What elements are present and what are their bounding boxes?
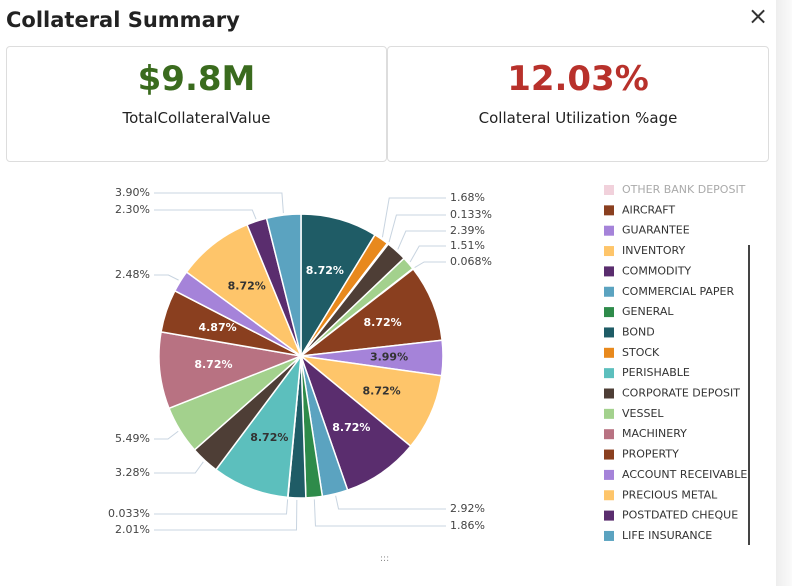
- leader-line: [335, 495, 446, 510]
- leader-line: [381, 197, 446, 238]
- legend-swatch: [604, 490, 614, 501]
- legend-label: INVENTORY: [622, 244, 685, 257]
- leader-line: [154, 461, 204, 474]
- data-label: 8.72%: [364, 316, 402, 329]
- leader-line: [154, 499, 289, 515]
- legend-label: STOCK: [622, 346, 660, 359]
- kpi-card: 12.03% Collateral Utilization %age: [387, 46, 769, 162]
- legend-label: PRECIOUS METAL: [622, 488, 718, 501]
- data-label: 0.068%: [450, 255, 492, 268]
- legend-label: MACHINERY: [622, 427, 687, 440]
- legend-swatch: [604, 510, 614, 521]
- legend-label: COMMERCIAL PAPER: [622, 285, 734, 298]
- legend-swatch: [604, 246, 614, 257]
- data-label: 8.72%: [332, 421, 370, 434]
- legend-swatch: [604, 266, 614, 277]
- kpi-card: $9.8M TotalCollateralValue: [6, 46, 387, 162]
- legend-swatch: [604, 408, 614, 419]
- kpi-value: 12.03%: [507, 59, 649, 99]
- kpi-label: TotalCollateralValue: [122, 109, 271, 127]
- data-label: 8.72%: [306, 264, 344, 277]
- legend-swatch: [604, 449, 614, 460]
- legend-swatch: [604, 429, 614, 440]
- data-label: 8.72%: [194, 358, 232, 371]
- leader-line: [313, 499, 446, 527]
- data-label: 2.30%: [115, 203, 150, 216]
- legend-label: VESSEL: [622, 407, 664, 420]
- leader-line: [154, 430, 179, 440]
- leader-line: [388, 214, 446, 243]
- legend-swatch: [604, 530, 614, 541]
- leader-line: [414, 261, 446, 268]
- data-label: 2.92%: [450, 502, 485, 515]
- legend-swatch: [604, 225, 614, 236]
- legend-swatch: [604, 347, 614, 358]
- legend-swatch: [604, 368, 614, 379]
- data-label: 5.49%: [115, 432, 150, 445]
- chart: 8.72% 1.68% 0.133% 2.39% 1.51% 0.068% 8.72% 3.9…: [108, 183, 750, 545]
- legend-label: ACCOUNT RECEIVABLE: [622, 468, 747, 481]
- leader-line: [154, 499, 298, 531]
- data-label: 1.86%: [450, 519, 485, 532]
- kpi-value: $9.8M: [137, 59, 256, 99]
- legend-swatch: [604, 388, 614, 399]
- legend-swatch: [604, 469, 614, 480]
- data-label: 3.28%: [115, 466, 150, 479]
- leader-line: [397, 230, 446, 250]
- kpi-label: Collateral Utilization %age: [478, 109, 678, 127]
- leader-line: [154, 192, 284, 214]
- data-label: 3.90%: [115, 186, 150, 199]
- data-label: 8.72%: [228, 280, 266, 293]
- leader-line: [409, 245, 446, 263]
- data-label: 8.72%: [250, 431, 288, 444]
- legend-swatch: [604, 327, 614, 338]
- legend-swatch: [604, 205, 614, 216]
- resize-handle[interactable]: :::: [380, 554, 390, 564]
- data-label: 8.72%: [363, 384, 401, 397]
- legend-swatch: [604, 185, 614, 195]
- legend-label: PROPERTY: [622, 448, 679, 461]
- leader-line: [154, 209, 257, 220]
- data-label: 1.51%: [450, 239, 485, 252]
- leader-line: [154, 274, 179, 281]
- legend-swatch: [604, 307, 614, 318]
- legend-label: POSTDATED CHEQUE: [622, 509, 738, 522]
- data-label: 0.133%: [450, 208, 492, 221]
- pie-slice: [265, 213, 302, 357]
- data-label: 3.99%: [370, 350, 408, 363]
- data-label: 0.033%: [108, 507, 150, 520]
- data-label: 1.68%: [450, 191, 485, 204]
- dialog-title: Collateral Summary: [6, 8, 240, 32]
- legend-label: PERISHABLE: [622, 366, 690, 379]
- legend-label: OTHER BANK DEPOSIT: [622, 183, 746, 196]
- legend-swatch: [604, 286, 614, 297]
- data-label: 2.39%: [450, 224, 485, 237]
- legend-label: BOND: [622, 325, 655, 338]
- legend-label: COMMODITY: [622, 264, 691, 277]
- data-label: 2.48%: [115, 268, 150, 281]
- legend-label: LIFE INSURANCE: [622, 529, 712, 542]
- legend-label: GENERAL: [622, 305, 674, 318]
- data-label: 2.01%: [115, 523, 150, 536]
- close-button[interactable]: ×: [748, 2, 769, 30]
- legend-label: GUARANTEE: [622, 224, 690, 237]
- shadow: [776, 0, 792, 586]
- legend-label: CORPORATE DEPOSIT: [622, 387, 740, 400]
- data-label: 4.87%: [198, 321, 236, 334]
- legend-label: AIRCRAFT: [622, 203, 675, 216]
